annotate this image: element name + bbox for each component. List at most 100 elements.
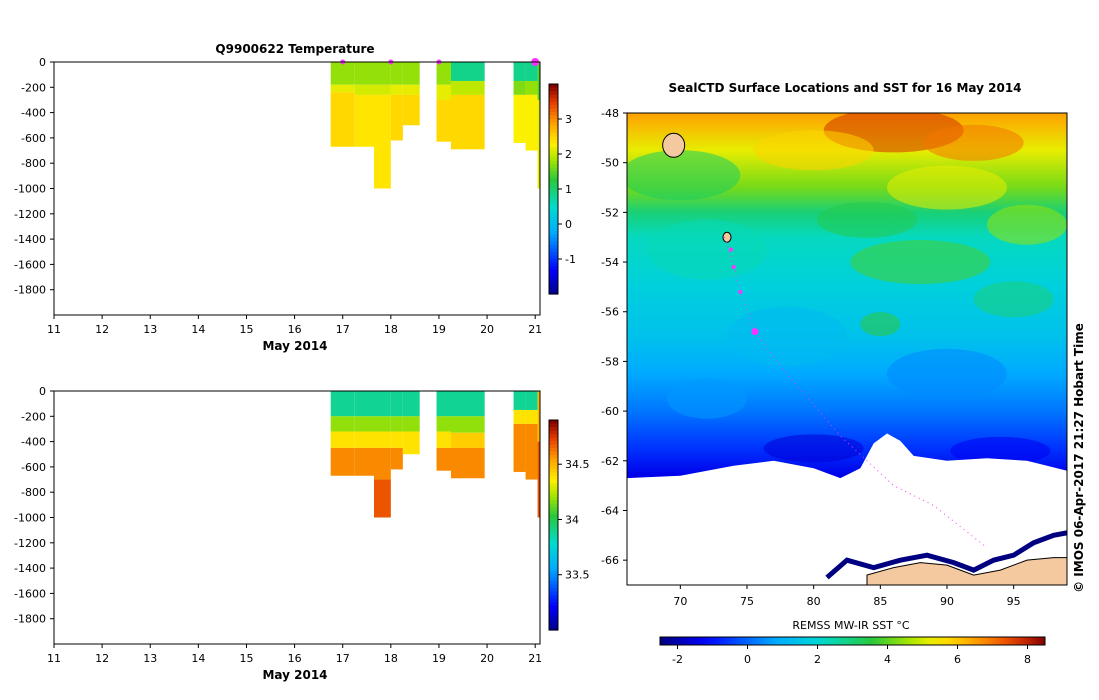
colorbar-segment <box>549 420 558 425</box>
colorbar-segment <box>549 556 558 561</box>
colorbar-segment <box>549 185 558 190</box>
colorbar-segment <box>549 567 558 572</box>
profile-cell <box>390 431 403 448</box>
colorbar-segment <box>549 504 558 509</box>
colorbar-segment <box>549 84 558 89</box>
profile-cell <box>436 99 451 142</box>
colorbar-segment <box>549 273 558 278</box>
colorbar-segment <box>549 287 558 292</box>
sst-patch <box>973 281 1054 318</box>
island <box>662 132 686 158</box>
profile-cell <box>450 62 485 81</box>
colorbar-segment <box>549 469 558 474</box>
salinity-axes: 11 12 13 14 15 16 17 18 19 20 21 0 -200 -400 -600 -800 -… <box>14 385 542 665</box>
profile-cell <box>330 391 355 417</box>
profile-cell <box>537 62 540 100</box>
temperature-profiles <box>330 62 540 189</box>
profile-cell <box>513 391 526 410</box>
profile-cell <box>390 94 403 141</box>
x-tick-label: 11 <box>47 652 61 665</box>
colorbar-segment <box>549 574 558 579</box>
sst-patch <box>627 150 741 201</box>
x-tick-label: 18 <box>384 323 398 336</box>
profile-cell <box>450 80 485 95</box>
colorbar-segment <box>549 507 558 512</box>
profile-cell <box>402 431 420 455</box>
colorbar-segment <box>549 563 558 568</box>
y-tick-label: -1000 <box>14 512 46 525</box>
sst-patch <box>647 219 767 280</box>
colorbar-segment <box>549 129 558 134</box>
colorbar-segment <box>549 514 558 519</box>
profile-cell <box>354 431 374 448</box>
colorbar-tick-label: 34.5 <box>565 458 590 471</box>
profile-cell <box>354 84 374 95</box>
map-y-tick-label: -60 <box>601 405 619 418</box>
colorbar-segment <box>549 525 558 530</box>
sst-map-panel: SealCTD Surface Locations and SST for 16… <box>601 81 1086 666</box>
colorbar-segment <box>549 91 558 96</box>
profile-cell <box>513 94 526 143</box>
x-tick-label: 17 <box>336 652 350 665</box>
map-y-tick-label: -50 <box>601 157 619 170</box>
x-tick-label: 14 <box>191 652 205 665</box>
colorbar-segment <box>549 588 558 593</box>
colorbar-segment <box>549 462 558 467</box>
colorbar-segment <box>549 542 558 547</box>
profile-cell <box>436 447 451 471</box>
sst-patch <box>860 312 901 337</box>
colorbar-segment <box>549 94 558 99</box>
colorbar-segment <box>549 595 558 600</box>
x-tick-label: 14 <box>191 323 205 336</box>
colorbar-tick-label: 33.5 <box>565 569 590 582</box>
temperature-panel: Q9900622 Temperature 11 12 13 14 15 16 17 18 19 2… <box>14 42 576 353</box>
profile-cell <box>436 84 451 100</box>
sst-texture <box>627 113 1067 465</box>
colorbar-segment <box>549 521 558 526</box>
colorbar-segment <box>549 192 558 197</box>
colorbar-segment <box>549 290 558 295</box>
x-tick-label: 16 <box>288 652 302 665</box>
colorbar-segment <box>549 87 558 92</box>
colorbar-segment <box>549 483 558 488</box>
colorbar-segment <box>549 133 558 138</box>
profile-cell <box>330 84 355 93</box>
y-tick-label: -800 <box>21 157 46 170</box>
colorbar-segment <box>549 171 558 176</box>
map-y-tick-label: -64 <box>601 504 619 517</box>
colorbar-segment <box>549 122 558 127</box>
map-x-tick-label: 70 <box>673 595 687 608</box>
temperature-xlabel: May 2014 <box>262 339 327 353</box>
colorbar-segment <box>549 455 558 460</box>
colorbar-segment <box>549 245 558 250</box>
colorbar-segment <box>549 269 558 274</box>
colorbar-segment <box>549 472 558 477</box>
colorbar-tick-label: 0 <box>565 218 572 231</box>
sst-patch <box>753 130 874 171</box>
colorbar-segment <box>549 283 558 288</box>
y-tick-label: -1800 <box>14 284 46 297</box>
profile-cell <box>402 391 420 417</box>
colorbar-segment <box>549 500 558 505</box>
profile-cell <box>513 423 526 472</box>
colorbar-segment <box>549 234 558 239</box>
map-x-tick-label: 85 <box>873 595 887 608</box>
profile-cell <box>402 94 420 126</box>
colorbar-segment <box>549 532 558 537</box>
colorbar-tick-label: 34 <box>565 513 579 526</box>
colorbar-segment <box>549 115 558 120</box>
x-tick-label: 20 <box>480 323 494 336</box>
colorbar-segment <box>549 598 558 603</box>
profile-cell <box>537 99 540 189</box>
colorbar-segment <box>549 441 558 446</box>
profile-cell <box>373 84 391 95</box>
profile-cell <box>525 62 538 81</box>
sst-patch <box>950 436 1051 465</box>
colorbar-segment <box>549 220 558 225</box>
profile-cell <box>402 416 420 432</box>
colorbar-segment <box>549 143 558 148</box>
colorbar-segment <box>549 119 558 124</box>
colorbar-segment <box>549 581 558 586</box>
profile-cell <box>330 416 355 432</box>
colorbar-segment <box>549 553 558 558</box>
